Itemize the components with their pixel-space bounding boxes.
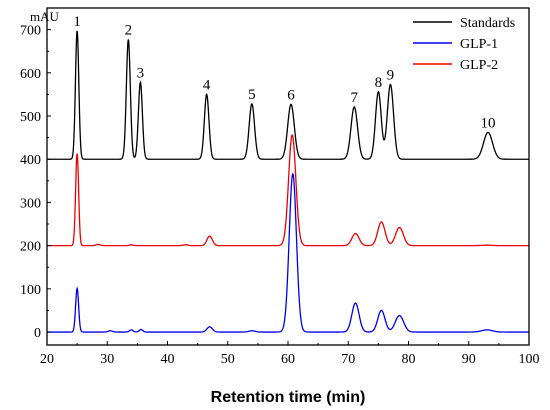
y-tick-label: 700 [20,24,41,39]
y-tick-label: 200 [20,240,41,255]
peak-label: 6 [287,87,295,103]
peak-label: 1 [73,14,81,30]
peak-label: 4 [203,77,211,93]
series-line-glp-2 [47,133,529,247]
peak-label: 2 [125,23,133,39]
y-tick-label: 0 [34,326,41,341]
legend-label: Standards [460,16,515,31]
peak-label-layer: 1 2 3 4 5 6 78 9 10 [73,14,495,132]
x-tick-label: 30 [100,352,114,367]
peak-label: 5 [248,87,256,103]
legend-label: GLP-2 [460,58,498,73]
x-axis-title: Retention time (min) [211,389,366,406]
x-tick-label: 60 [281,352,295,367]
peak-label: 8 [375,75,383,91]
x-axis: 20 30 40 50 60 70 80 90 100 [40,341,540,367]
x-tick-label: 50 [221,352,235,367]
peak-label: 3 [137,65,145,81]
x-tick-label: 70 [341,352,355,367]
x-tick-label: 100 [519,352,540,367]
y-unit-label: mAU [30,9,60,24]
peak-label: 10 [481,115,496,131]
series-line-standards [47,30,529,160]
x-tick-label: 40 [161,352,175,367]
y-tick-label: 600 [20,67,41,82]
series-layer [47,30,529,333]
y-axis: 0 100 200 300 400 500 600 700 [20,24,51,341]
legend: Standards GLP-1 GLP-2 [413,16,515,73]
y-tick-label: 300 [20,196,41,211]
legend-label: GLP-1 [460,37,498,52]
series-line-glp-1 [47,172,529,333]
peak-label: 7 [351,90,359,106]
plot-frame [46,7,530,346]
peak-label: 9 [387,67,395,83]
y-tick-label: 100 [20,283,41,298]
x-tick-label: 90 [462,352,476,367]
y-tick-label: 400 [20,153,41,168]
x-tick-label: 20 [40,352,54,367]
x-tick-label: 80 [402,352,416,367]
y-tick-label: 500 [20,110,41,125]
